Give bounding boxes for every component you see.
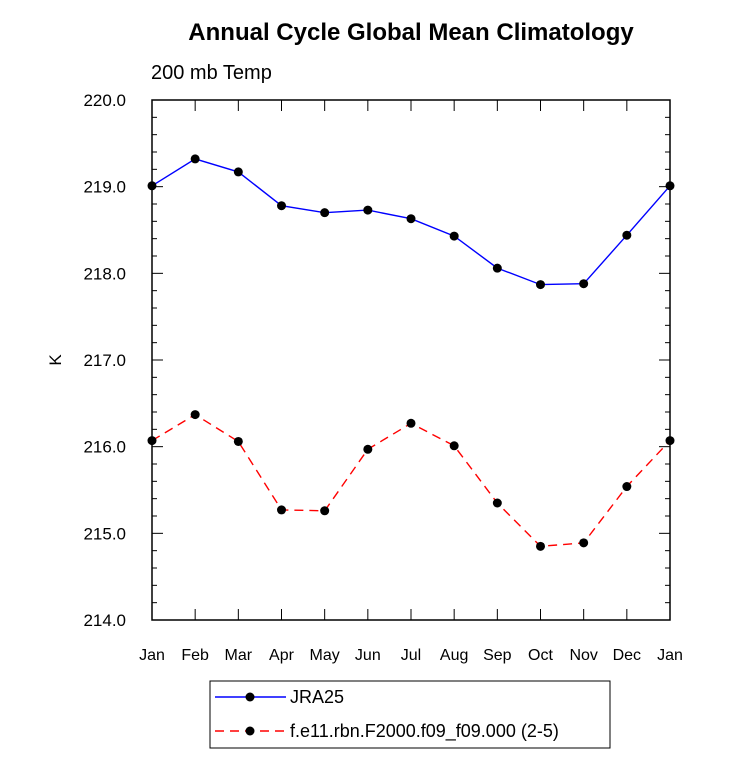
- x-tick-labels: Jan Feb Mar Apr May Jun Jul Aug Sep Oct Nov Dec Jan: [139, 647, 683, 664]
- x-tick-label: Jul: [401, 647, 421, 664]
- data-point-series-1: [449, 231, 459, 241]
- data-point-series-2: [579, 538, 589, 548]
- axis-ticks: [151, 99, 671, 621]
- y-tick-label: 218.0: [83, 264, 126, 283]
- series-line-2: [151, 413, 671, 548]
- data-point-series-1: [233, 167, 243, 177]
- y-tick-label: 214.0: [83, 611, 126, 630]
- chart-title: Annual Cycle Global Mean Climatology: [188, 19, 634, 46]
- x-tick-label: Nov: [569, 647, 597, 664]
- data-point-series-2: [320, 506, 330, 516]
- y-tick-label: 216.0: [83, 438, 126, 457]
- data-point-series-1: [277, 201, 286, 211]
- y-tick-label: 220.0: [83, 91, 126, 110]
- x-tick-label: May: [310, 647, 340, 664]
- data-point-series-1: [622, 230, 632, 240]
- data-point-series-1: [492, 263, 502, 273]
- data-point-series-1: [536, 280, 545, 290]
- data-point-series-2: [449, 441, 459, 451]
- x-tick-label: Sep: [483, 647, 512, 664]
- data-point-series-2: [536, 541, 545, 551]
- x-tick-label: Feb: [181, 647, 209, 664]
- legend-marker-1: [245, 692, 255, 702]
- legend-label-2: f.e11.rbn.F2000.f09_f09.000 (2-5): [290, 721, 559, 742]
- legend-box: [209, 680, 611, 749]
- y-tick-label: 219.0: [83, 178, 126, 197]
- data-point-series-2: [190, 410, 200, 420]
- legend-marker-2: [245, 726, 255, 736]
- x-tick-label: Oct: [528, 647, 553, 664]
- data-point-series-2: [406, 418, 416, 428]
- data-point-series-2: [233, 436, 243, 446]
- x-tick-label: Aug: [440, 647, 468, 664]
- data-point-series-2: [622, 482, 632, 492]
- y-tick-label: 217.0: [83, 351, 126, 370]
- plot-frame: [151, 99, 671, 621]
- data-point-series-1: [363, 205, 373, 215]
- data-point-series-2: [363, 444, 373, 454]
- data-point-series-1: [579, 279, 589, 289]
- chart-subtitle: 200 mb Temp: [151, 62, 272, 84]
- x-tick-label: Mar: [225, 647, 253, 664]
- y-tick-labels: 214.0 215.0 216.0 217.0 218.0 219.0 220.0: [83, 91, 126, 630]
- data-point-series-2: [492, 498, 502, 508]
- x-tick-label: Jan: [139, 647, 165, 664]
- x-tick-label: Apr: [269, 647, 295, 664]
- data-point-series-2: [277, 505, 286, 515]
- data-point-series-1: [320, 208, 330, 218]
- data-point-series-1: [190, 154, 200, 164]
- x-tick-label: Dec: [613, 647, 641, 664]
- legend-label-1: JRA25: [290, 687, 344, 707]
- legend: JRA25 f.e11.rbn.F2000.f09_f09.000 (2-5): [209, 680, 611, 749]
- y-tick-label: 215.0: [83, 524, 126, 543]
- series-layer: [147, 154, 675, 551]
- y-axis-label: K: [46, 354, 65, 366]
- x-tick-label: Jun: [355, 647, 381, 664]
- x-tick-label: Jan: [657, 647, 683, 664]
- data-point-series-1: [406, 214, 416, 224]
